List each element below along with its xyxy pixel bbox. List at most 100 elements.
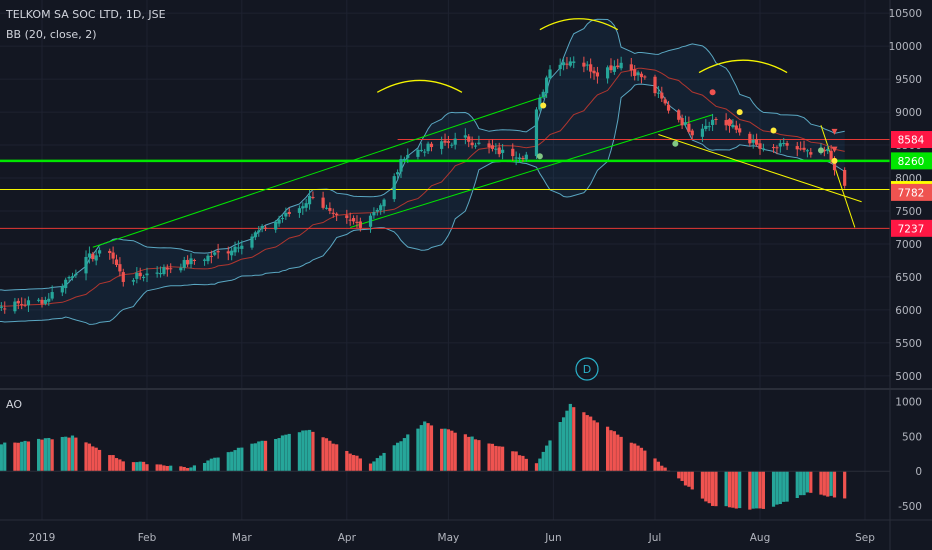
candle-body — [775, 147, 779, 149]
candle-body — [74, 273, 78, 276]
ao-bar — [446, 429, 451, 472]
ao-bar — [179, 466, 183, 472]
ao-bar — [761, 471, 765, 509]
ao-bar — [656, 461, 660, 472]
ao-bar — [524, 458, 528, 472]
candle-body — [609, 65, 613, 71]
ao-bar — [734, 471, 738, 509]
candle-body — [382, 199, 386, 207]
ao-bar — [40, 439, 44, 472]
candle-body — [91, 253, 95, 260]
symbol-title[interactable]: TELKOM SA SOC LTD, 1D, JSE — [6, 8, 166, 21]
ao-bar — [50, 439, 54, 472]
candle-body — [250, 236, 254, 248]
candle-body — [280, 218, 285, 220]
trendline-2[interactable] — [658, 134, 862, 203]
candle-body — [592, 70, 596, 74]
price-badge-7782: 7782 — [891, 183, 932, 201]
event-circle[interactable] — [575, 357, 599, 381]
bb-fill — [0, 19, 845, 325]
candle-body — [629, 64, 633, 71]
ao-bar — [429, 425, 434, 472]
bb-lower-line — [0, 83, 845, 325]
candle-body — [131, 280, 136, 282]
candle-body — [162, 267, 166, 275]
price-tick-label: 5000 — [895, 371, 922, 383]
candle-body — [84, 256, 88, 274]
ao-bar — [643, 450, 647, 472]
candle-body — [186, 259, 190, 265]
candle-body — [843, 169, 847, 186]
ao-bar — [795, 471, 799, 499]
ao-bar — [775, 471, 779, 505]
candle-body — [751, 140, 755, 143]
candle-body — [202, 259, 207, 261]
ao-bar — [663, 467, 667, 472]
ao-bar — [368, 463, 373, 472]
ao-bar — [758, 471, 762, 509]
symbol-legend[interactable]: TELKOM SA SOC LTD, 1D, JSE — [6, 8, 166, 21]
candle-body — [396, 172, 400, 175]
candle-body — [114, 259, 119, 265]
ao-bar — [257, 441, 261, 472]
ao-bar — [236, 447, 241, 472]
ao-bar — [450, 430, 454, 472]
trendline-0[interactable] — [92, 95, 547, 248]
ao-bar — [26, 441, 31, 472]
price-badge-7237: 7237 — [891, 219, 932, 237]
ao-bar — [636, 445, 640, 472]
ao-axis[interactable]: -500 0 500 1000 — [895, 396, 922, 513]
candle-body — [582, 62, 586, 67]
candle-body — [226, 251, 230, 254]
candle-body — [416, 149, 420, 157]
candle-body — [287, 211, 291, 215]
ao-bar — [165, 465, 169, 472]
ao-bar — [453, 432, 457, 472]
bb-label[interactable]: BB (20, close, 2) — [6, 28, 97, 41]
ao-legend[interactable]: AO — [6, 398, 22, 411]
ao-bar — [561, 417, 566, 472]
ao-bar — [727, 471, 732, 508]
candle-body — [653, 76, 657, 94]
time-axis[interactable]: 2019 Feb Mar Apr May Jun Jul Aug Sep — [29, 532, 876, 544]
signal-dot — [672, 140, 679, 147]
candle-body — [467, 136, 471, 142]
ao-bar — [748, 471, 752, 510]
head-shoulders-arc-0[interactable] — [376, 79, 463, 93]
ao-bar — [782, 471, 786, 502]
candle-body — [419, 149, 423, 151]
dividend-event-marker[interactable]: D — [575, 357, 599, 381]
ao-bar — [805, 471, 810, 493]
ao-bar — [426, 423, 430, 472]
time-tick-label: Apr — [338, 532, 357, 544]
signal-dot — [726, 118, 733, 125]
price-axis[interactable]: 5000550060006500700075008000850090009500… — [889, 8, 922, 383]
trendline-3[interactable] — [820, 125, 856, 228]
ao-bar — [263, 440, 268, 472]
candle-body — [656, 92, 660, 94]
bb-basis-line — [0, 67, 845, 307]
indicator-legend[interactable]: BB (20, close, 2) — [6, 28, 97, 41]
candle-body — [548, 69, 552, 79]
candle-body — [517, 157, 522, 160]
candle-body — [545, 77, 549, 94]
ao-bar — [345, 450, 349, 472]
ao-bar — [497, 446, 501, 472]
head-shoulders-arc-2[interactable] — [698, 59, 788, 74]
trendlines[interactable] — [92, 18, 862, 248]
candle-body — [138, 272, 142, 277]
ao-bar — [677, 471, 681, 479]
head-shoulders-arc-1[interactable] — [539, 18, 619, 31]
candle-body — [782, 142, 786, 144]
candle-body — [785, 143, 789, 146]
ao-bar — [416, 428, 420, 472]
ao-label[interactable]: AO — [6, 398, 22, 411]
ao-bar — [142, 461, 146, 472]
candle-body — [731, 124, 735, 128]
candle-body — [304, 203, 308, 208]
ao-bar — [162, 465, 166, 472]
trendline-1[interactable] — [350, 114, 713, 228]
candle-body — [802, 147, 806, 150]
ao-bar — [660, 465, 664, 472]
